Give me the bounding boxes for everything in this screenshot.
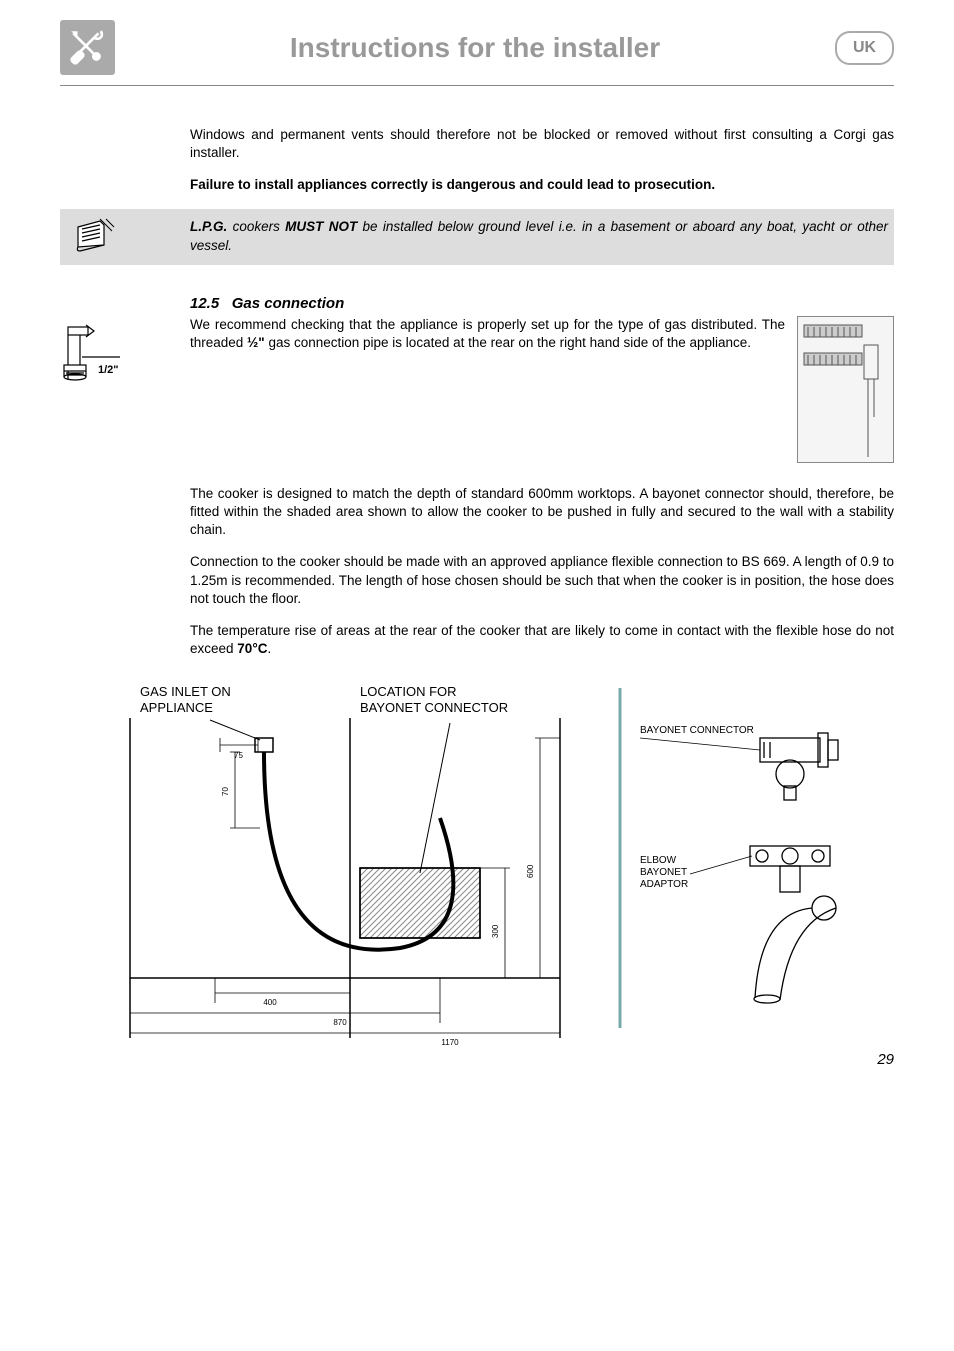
- paragraph-depth: The cooker is designed to match the dept…: [190, 485, 894, 540]
- note-lpg-text: L.P.G. cookers MUST NOT be installed bel…: [190, 218, 894, 254]
- installation-diagram: 75 70 300 600: [60, 678, 890, 1058]
- dim-870: 870: [333, 1018, 347, 1027]
- paragraph-bs669: Connection to the cooker should be made …: [190, 553, 894, 608]
- fitting-label: 1/2": [98, 364, 119, 376]
- temp-bold: 70°C: [237, 641, 267, 656]
- dim-70: 70: [221, 787, 230, 796]
- page-number: 29: [877, 1051, 894, 1068]
- dim-1170: 1170: [441, 1038, 459, 1047]
- left-margin-figure: 1/2": [60, 295, 190, 463]
- page-title: Instructions for the installer: [115, 32, 835, 64]
- dim-300: 300: [491, 925, 500, 939]
- note-mid: cookers: [227, 219, 285, 234]
- intro-row: We recommend checking that the appliance…: [190, 316, 894, 463]
- note-strong: MUST NOT: [285, 219, 357, 234]
- note-lead: L.P.G.: [190, 219, 227, 234]
- note-paper-icon: [70, 217, 118, 257]
- paragraph-failure-warning: Failure to install appliances correctly …: [190, 176, 894, 194]
- label-elbow-adaptor: ELBOW BAYONET ADAPTOR: [640, 855, 690, 890]
- region-badge: UK: [835, 31, 894, 65]
- temp-a: The temperature rise of areas at the rea…: [190, 623, 894, 656]
- section-title: Gas connection: [232, 295, 345, 312]
- section-gas-connection: 1/2" 12.5 Gas connection We recommend ch…: [60, 295, 894, 463]
- section-heading: 12.5 Gas connection: [190, 295, 894, 312]
- elbow-adaptor-icon: [690, 846, 836, 1003]
- section-number: 12.5: [190, 295, 219, 312]
- dim-600: 600: [526, 865, 535, 879]
- pipe-fitting-icon: 1/2": [60, 317, 140, 397]
- label-bayonet-location: LOCATION FOR BAYONET CONNECTOR: [360, 684, 508, 715]
- paragraph-vents: Windows and permanent vents should there…: [190, 126, 894, 162]
- bayonet-connector-icon: [640, 733, 838, 800]
- intro-b: gas connection pipe is located at the re…: [265, 335, 751, 350]
- section-body: 12.5 Gas connection We recommend checkin…: [190, 295, 894, 463]
- intro-paragraph: We recommend checking that the appliance…: [190, 316, 785, 463]
- note-icon-cell: [60, 217, 190, 257]
- label-gas-inlet: GAS INLET ON APPLIANCE: [140, 684, 234, 715]
- content-column: Windows and permanent vents should there…: [60, 126, 894, 1058]
- temp-b: .: [267, 641, 271, 656]
- intro-bold: ½": [247, 335, 265, 350]
- label-bayonet-connector: BAYONET CONNECTOR: [640, 725, 754, 736]
- appliance-rear-image: [797, 316, 894, 463]
- wrench-screwdriver-icon: [60, 20, 115, 75]
- dim-400: 400: [263, 998, 277, 1007]
- page-header: Instructions for the installer UK: [60, 20, 894, 86]
- note-lpg: L.P.G. cookers MUST NOT be installed bel…: [60, 209, 894, 265]
- paragraph-temp: The temperature rise of areas at the rea…: [190, 622, 894, 658]
